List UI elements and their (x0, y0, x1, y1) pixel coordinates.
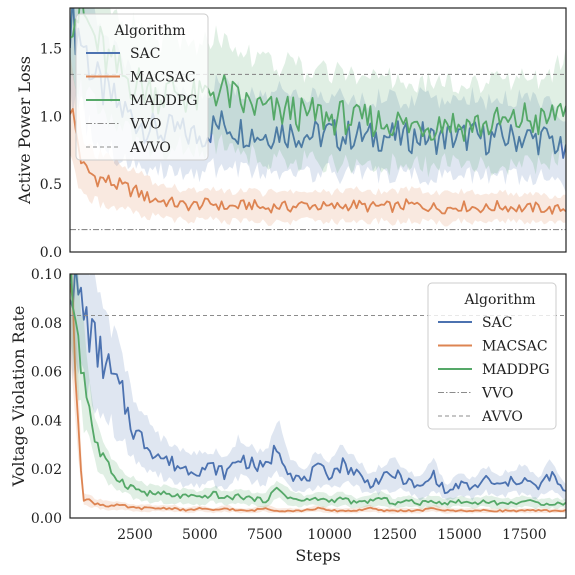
y-tick-label: 0.5 (40, 177, 62, 193)
sac-confidence-band (70, 274, 566, 503)
avvo-legend-label: AVVO (129, 140, 171, 156)
y-tick-label: 1.0 (40, 109, 62, 125)
avvo-legend-label: AVVO (481, 409, 523, 425)
y-tick-label: 0.06 (31, 365, 62, 381)
axes-frame (69, 273, 567, 519)
vvo-legend-label: VVO (481, 386, 513, 402)
legend-title: Algorithm (113, 23, 185, 39)
maddpg-confidence-band (70, 274, 566, 510)
x-tick-label: 5000 (182, 527, 218, 543)
y-axis-label: Voltage Violation Rate (9, 306, 28, 488)
y-axis-label: Active Power Loss (15, 56, 34, 205)
legend-box (427, 282, 557, 430)
maddpg-legend-label: MADDPG (482, 362, 550, 378)
x-tick-label: 2500 (117, 527, 153, 543)
legend: Algorithm SAC MACSAC MADDPG VVO AVVO (75, 13, 209, 161)
macsac-series-line (70, 283, 566, 513)
y-tick-label: 0.08 (31, 316, 62, 332)
sac-legend-label: SAC (130, 46, 160, 62)
y-tick-label: 1.5 (40, 42, 62, 58)
x-tick-label: 10000 (307, 527, 352, 543)
y-tick-label: 0.02 (31, 462, 62, 478)
sac-legend-label: SAC (482, 315, 512, 331)
active-power-loss-panel: 0.0 0.5 1.0 1.5 Active Power Loss Algorithm SA… (15, 7, 567, 261)
y-tick-label: 0.04 (31, 413, 62, 429)
maddpg-legend-label: MADDPG (130, 93, 198, 109)
x-tick-label: 15000 (437, 527, 482, 543)
y-tick-label: 0.0 (40, 245, 62, 261)
x-tick-label: 7500 (247, 527, 283, 543)
y-tick-label: 0.00 (31, 511, 62, 527)
sac-series-line (70, 274, 566, 495)
macsac-confidence-band (70, 51, 566, 227)
x-tick-label: 17500 (502, 527, 547, 543)
vvo-legend-label: VVO (129, 117, 161, 133)
legend-title: Algorithm (463, 292, 535, 308)
legend: Algorithm SAC MACSAC MADDPG VVO AVVO (427, 282, 557, 430)
voltage-violation-rate-panel: 0.00 0.02 0.04 0.06 0.08 0.10 2500 5000 7500 1000… (9, 267, 567, 565)
macsac-series-line (70, 108, 566, 215)
macsac-legend-label: MACSAC (482, 339, 548, 355)
maddpg-series-line (70, 274, 566, 507)
macsac-legend-label: MACSAC (130, 70, 196, 86)
x-tick-label: 12500 (372, 527, 417, 543)
x-axis-label: Steps (295, 546, 340, 565)
y-tick-label: 0.10 (31, 267, 62, 283)
axes-frame (69, 7, 567, 253)
